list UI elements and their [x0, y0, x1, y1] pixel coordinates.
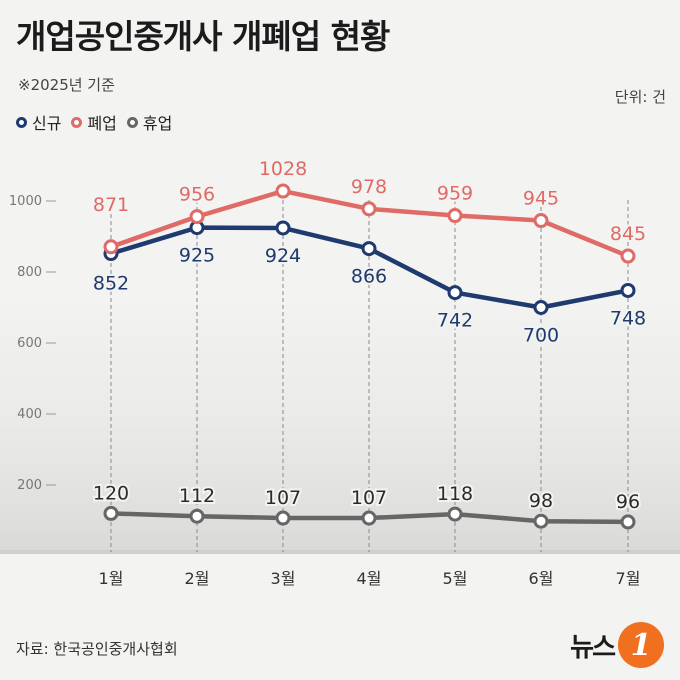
chart-title: 개업공인중개사 개폐업 현황: [16, 17, 390, 56]
data-label: 118: [437, 483, 473, 505]
data-point: [533, 513, 549, 529]
data-point: [620, 282, 636, 298]
data-point: [275, 220, 291, 236]
y-axis-ticks: 200 400 600 800 1000: [9, 194, 56, 493]
data-labels: 852 925 924 866 742 700 748 871 956 1028 978 959 945…: [91, 156, 648, 515]
data-label: 1028: [259, 158, 307, 180]
data-label: 96: [616, 491, 640, 513]
legend-swatch-suspended: [126, 116, 138, 128]
data-point: [447, 506, 463, 522]
legend-swatch-new: [16, 116, 27, 128]
data-point: [103, 239, 119, 255]
x-tick-label: 1월: [99, 569, 124, 588]
x-tick-label: 2월: [185, 569, 210, 588]
data-point: [103, 505, 119, 521]
x-tick-label: 5월: [443, 569, 468, 588]
data-label: 956: [179, 184, 215, 206]
data-label: 959: [437, 183, 473, 205]
data-point: [189, 209, 205, 225]
x-axis-ticks: 1월 2월 3월 4월 5월 6월 7월: [99, 569, 641, 588]
data-label: 925: [179, 245, 215, 267]
data-label: 924: [265, 245, 301, 267]
data-label: 742: [437, 310, 473, 332]
data-label: 120: [93, 482, 129, 504]
data-label: 112: [179, 485, 215, 507]
logo-badge: 1: [618, 622, 664, 668]
legend-swatch-closed: [71, 116, 83, 128]
source-note: 자료: 한국공인중개사협회: [16, 640, 178, 658]
legend-label-suspended: 휴업: [142, 114, 173, 133]
legend-label-closed: 폐업: [87, 114, 117, 133]
data-label: 845: [610, 223, 646, 245]
y-tick-label: 400: [17, 407, 42, 422]
news1-logo: 뉴스 1: [570, 622, 664, 668]
data-label: 107: [265, 487, 301, 509]
x-tick-label: 7월: [616, 569, 641, 588]
x-tick-label: 6월: [529, 569, 554, 588]
y-tick-label: 1000: [9, 194, 42, 209]
legend: 신규 폐업 휴업: [16, 110, 172, 134]
data-label: 945: [523, 188, 559, 210]
chart-subtitle: ※2025년 기준: [18, 76, 115, 94]
logo-text: 뉴스: [570, 632, 616, 663]
x-tick-label: 3월: [271, 569, 296, 588]
data-point: [361, 201, 377, 217]
data-point: [361, 510, 377, 526]
y-tick-label: 200: [17, 478, 42, 493]
data-point: [189, 508, 205, 524]
data-label: 98: [529, 490, 553, 512]
x-tick-label: 4월: [357, 569, 382, 588]
background-photo-area: [0, 300, 680, 552]
data-point: [533, 213, 549, 229]
data-point: [447, 285, 463, 301]
data-label: 866: [351, 266, 387, 288]
data-label: 978: [351, 176, 387, 198]
baseline: [0, 550, 680, 554]
series-points: [103, 183, 636, 530]
data-label: 852: [93, 273, 129, 295]
legend-label-new: 신규: [32, 114, 62, 133]
data-label: 871: [93, 194, 129, 216]
data-point: [620, 248, 636, 264]
legend-item-closed: 폐업: [71, 110, 117, 134]
data-point: [533, 300, 549, 315]
data-point: [275, 183, 291, 199]
unit-label: 단위: 건: [614, 88, 666, 106]
data-point: [620, 514, 636, 530]
data-point: [275, 510, 291, 526]
data-point: [447, 208, 463, 224]
data-label: 748: [610, 307, 646, 329]
y-tick-label: 800: [17, 265, 42, 280]
data-label: 700: [523, 325, 559, 347]
data-label: 107: [351, 487, 387, 509]
y-tick-label: 600: [17, 336, 42, 351]
legend-item-suspended: 휴업: [126, 110, 173, 134]
legend-item-new: 신규: [16, 110, 61, 134]
data-point: [361, 241, 377, 257]
